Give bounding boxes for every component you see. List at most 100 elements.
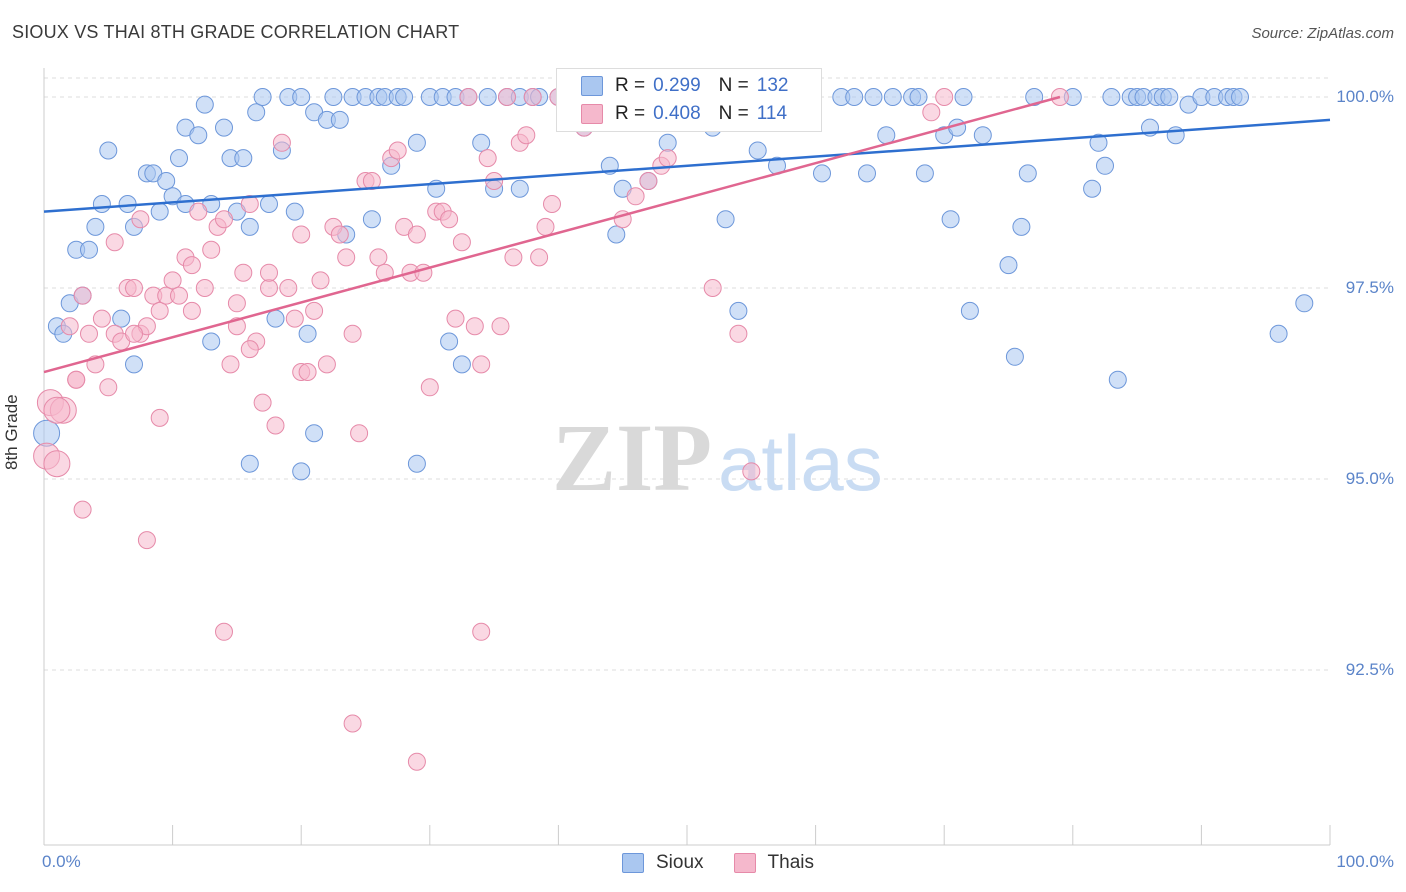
thais-point xyxy=(626,187,645,206)
sioux-point xyxy=(1018,164,1037,183)
sioux-point xyxy=(1102,88,1121,106)
sioux-point xyxy=(1025,88,1044,106)
thais-point xyxy=(125,324,143,343)
thais-point xyxy=(639,172,658,190)
chart-title: SIOUX VS THAI 8TH GRADE CORRELATION CHAR… xyxy=(12,22,460,42)
y-tick-label-100: 100.0% xyxy=(1336,87,1394,106)
sioux-point xyxy=(285,202,304,221)
thais-point xyxy=(260,263,278,282)
sioux-point xyxy=(253,88,272,106)
thais-point xyxy=(227,294,246,313)
y-tick-label-95: 95.0% xyxy=(1345,469,1394,488)
thais-point xyxy=(440,210,459,229)
watermark-atlas: atlas xyxy=(718,419,883,507)
thais-point xyxy=(195,279,214,297)
thais-point xyxy=(935,88,954,106)
sioux-point xyxy=(125,355,143,374)
thais-point xyxy=(43,450,71,478)
legend-n-label-thais: N = xyxy=(718,103,749,124)
thais-point xyxy=(472,622,491,641)
legend-row-thais: R = 0.408 N = 114 xyxy=(581,101,787,127)
thais-point xyxy=(459,88,478,106)
sioux-point xyxy=(883,88,902,106)
thais-point xyxy=(234,263,253,282)
legend-r-label-sioux: R = xyxy=(615,75,646,96)
sioux-point xyxy=(716,210,735,229)
thais-point xyxy=(330,225,349,244)
sioux-point xyxy=(1096,156,1114,175)
sioux-point xyxy=(941,210,960,229)
sioux-point xyxy=(215,118,233,137)
thais-point xyxy=(279,279,298,297)
sioux-point xyxy=(407,454,426,473)
thais-point xyxy=(317,355,336,374)
sioux-point xyxy=(195,95,214,114)
thais-point xyxy=(388,141,407,160)
sioux-point xyxy=(189,126,208,145)
thais-point xyxy=(530,248,549,267)
bottom-legend-thais: Thais xyxy=(733,852,814,874)
y-axis-label: 8th Grade xyxy=(2,394,21,470)
thais-point xyxy=(369,248,388,267)
bottom-legend-label-thais: Thais xyxy=(767,852,814,873)
legend-box: R = 0.299 N = 132 R = 0.408 N = 114 xyxy=(556,68,822,132)
sioux-point xyxy=(954,88,973,106)
sioux-point xyxy=(324,88,343,106)
thais-point xyxy=(543,195,561,213)
thais-point xyxy=(536,217,555,236)
sioux-point xyxy=(510,179,529,198)
thais-point xyxy=(125,279,143,297)
sioux-point xyxy=(1269,324,1288,343)
sioux-point xyxy=(452,355,471,374)
thais-point xyxy=(215,622,233,641)
sioux-point xyxy=(395,88,414,106)
thais-point xyxy=(523,88,542,106)
thais-point xyxy=(337,248,356,267)
thais-point xyxy=(658,149,677,168)
thais-point xyxy=(375,263,394,282)
sioux-trend-line xyxy=(43,118,1331,213)
thais-point xyxy=(407,752,426,771)
sioux-point xyxy=(999,256,1018,275)
thais-point xyxy=(478,149,497,168)
thais-point xyxy=(465,317,484,336)
thais-point xyxy=(253,393,272,412)
thais-point xyxy=(729,324,748,343)
thais-point xyxy=(272,133,291,152)
sioux-point xyxy=(92,195,111,213)
sioux-point xyxy=(1083,179,1102,198)
sioux-point xyxy=(86,217,105,236)
sioux-point xyxy=(407,133,426,152)
x-tick-label-max: 100.0% xyxy=(1336,852,1394,871)
thais-point xyxy=(240,340,259,359)
thais-point xyxy=(703,279,722,297)
sioux-point xyxy=(240,454,259,473)
sioux-point xyxy=(729,301,748,320)
thais-point xyxy=(131,210,150,229)
sioux-point xyxy=(909,88,928,106)
legend-r-label-thais: R = xyxy=(615,103,646,124)
thais-point xyxy=(92,309,111,328)
sioux-point xyxy=(864,88,883,106)
thais-point xyxy=(43,396,71,424)
thais-point xyxy=(266,416,285,435)
bottom-legend: Sioux Thais xyxy=(622,852,844,874)
sioux-point xyxy=(472,133,491,152)
thais-point xyxy=(170,286,188,305)
sioux-point xyxy=(112,309,131,328)
x-tick-label-min: 0.0% xyxy=(42,852,81,871)
chart-source: Source: ZipAtlas.com xyxy=(1251,25,1394,42)
thais-point xyxy=(452,233,471,252)
thais-point xyxy=(150,301,169,320)
sioux-point xyxy=(99,141,118,160)
sioux-point xyxy=(1005,347,1024,366)
sioux-point xyxy=(170,149,188,168)
sioux-point xyxy=(240,217,259,236)
sioux-point xyxy=(1012,217,1031,236)
thais-point xyxy=(343,324,362,343)
thais-point xyxy=(922,103,941,122)
thais-point xyxy=(350,424,369,443)
thais-point xyxy=(260,279,278,297)
thais-point xyxy=(60,317,79,336)
thais-point xyxy=(742,462,761,481)
